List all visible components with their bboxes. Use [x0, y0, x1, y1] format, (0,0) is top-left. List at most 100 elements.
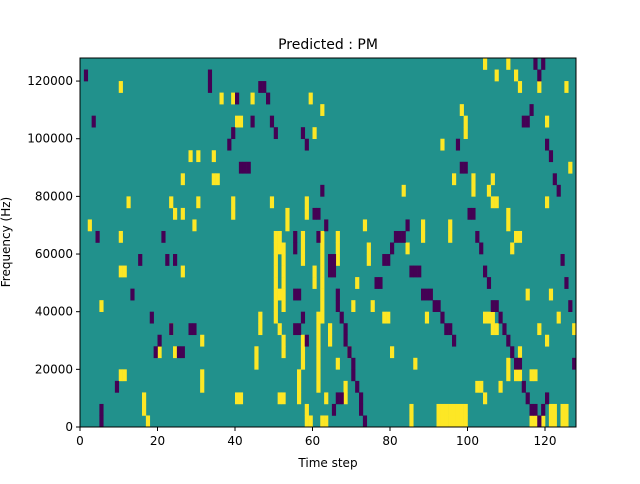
heatmap-cell-negative [320, 184, 325, 197]
heatmap-cell-positive [320, 277, 325, 289]
heatmap-cell-positive [335, 242, 340, 255]
heatmap-cell-negative [405, 219, 410, 232]
heatmap-cell-positive [297, 392, 302, 405]
heatmap-cell-positive [564, 403, 569, 416]
heatmap-cell-negative [572, 357, 577, 370]
heatmap-cell-negative [541, 403, 546, 416]
y-axis-label: Frequency (Hz) [0, 197, 13, 288]
heatmap-cell-negative [169, 323, 174, 336]
heatmap-cell-positive [273, 300, 278, 312]
heatmap-cell-negative [312, 207, 317, 220]
heatmap-cell-positive [517, 346, 523, 359]
heatmap-cell-positive [250, 92, 255, 105]
x-tick-label: 0 [76, 434, 84, 448]
heatmap-cell-negative [545, 392, 550, 405]
heatmap-cell-positive [448, 403, 453, 416]
heatmap-cell-positive [312, 127, 317, 140]
heatmap-cell-negative [397, 230, 402, 243]
heatmap-cell-negative [328, 265, 333, 278]
y-tick-label: 40000 [35, 305, 73, 319]
heatmap-cell-positive [529, 369, 534, 382]
heatmap-cell-positive [452, 173, 457, 186]
heatmap-cell-positive [231, 207, 236, 220]
heatmap-cell-positive [145, 415, 151, 428]
heatmap-cell-positive [494, 196, 499, 209]
heatmap-cell-positive [316, 357, 321, 370]
heatmap-cell-positive [254, 357, 259, 370]
y-tick-label: 60000 [35, 247, 73, 261]
heatmap-cell-negative [293, 242, 298, 255]
heatmap-cell-positive [304, 196, 309, 209]
heatmap-cell-positive [277, 242, 282, 255]
heatmap-cell-positive [444, 415, 449, 428]
heatmap-cell-positive [459, 403, 464, 416]
heatmap-cell-negative [138, 254, 143, 266]
heatmap-cell-positive [517, 369, 523, 382]
heatmap-cell-positive [281, 254, 286, 266]
heatmap-cell-positive [308, 415, 313, 428]
heatmap-cell-positive [324, 415, 329, 428]
heatmap-cell-negative [475, 230, 480, 243]
heatmap-cell-positive [180, 265, 185, 278]
heatmap-cell-negative [161, 230, 166, 243]
heatmap-cell-negative [490, 300, 495, 312]
heatmap-cell-positive [320, 242, 325, 255]
heatmap-cell-positive [211, 173, 216, 186]
heatmap-cell-negative [483, 265, 488, 278]
heatmap-cell-negative [498, 311, 503, 324]
heatmap-cell-negative [343, 334, 348, 347]
heatmap-cell-positive [366, 242, 371, 255]
heatmap-cell-positive [510, 242, 515, 255]
heatmap-cell-positive [300, 357, 306, 370]
heatmap-cell-positive [118, 265, 123, 278]
heatmap-cell-negative [440, 311, 445, 324]
heatmap-cell-negative [157, 334, 162, 347]
heatmap-cell-positive [273, 254, 278, 266]
heatmap-cell-positive [463, 403, 468, 416]
heatmap-cell-negative [393, 230, 399, 243]
heatmap-cell-positive [273, 277, 278, 289]
heatmap-cell-positive [273, 230, 278, 243]
heatmap-cell-positive [273, 311, 278, 324]
heatmap-cell-negative [293, 323, 298, 336]
heatmap-cell-positive [196, 150, 201, 163]
heatmap-cell-positive [87, 219, 92, 232]
heatmap-cell-negative [99, 403, 104, 416]
heatmap-cell-positive [448, 230, 453, 243]
heatmap-cell-negative [463, 161, 468, 174]
y-tick-label: 80000 [35, 189, 73, 203]
heatmap-cell-negative [401, 230, 406, 243]
heatmap-cell-positive [297, 380, 302, 393]
heatmap-cell-positive [235, 392, 240, 405]
heatmap-cell-negative [297, 288, 302, 301]
heatmap-cell-negative [297, 323, 302, 336]
heatmap-cell-positive [568, 161, 573, 174]
heatmap-cell-negative [91, 115, 96, 128]
heatmap-cell-negative [479, 242, 484, 255]
heatmap-cell-positive [533, 415, 538, 428]
heatmap-cell-negative [293, 288, 298, 301]
heatmap-cell-positive [316, 380, 321, 393]
heatmap-cell-negative [378, 277, 383, 289]
heatmap-cell-negative [231, 127, 236, 140]
heatmap-cell-positive [173, 346, 178, 359]
heatmap-cell-positive [118, 81, 123, 93]
heatmap-cell-positive [200, 369, 205, 382]
heatmap-cell-positive [231, 196, 236, 209]
heatmap-cell-positive [157, 346, 162, 359]
heatmap-cell-positive [490, 311, 495, 324]
heatmap-cell-positive [200, 334, 205, 347]
heatmap-cell-negative [316, 207, 321, 220]
heatmap-cell-positive [541, 415, 546, 428]
heatmap-cell-positive [572, 323, 577, 336]
heatmap-cell-negative [238, 161, 244, 174]
heatmap-cell-negative [242, 161, 247, 174]
heatmap-cell-negative [83, 69, 89, 82]
heatmap-cell-positive [517, 230, 523, 243]
heatmap-cell-positive [277, 323, 282, 336]
heatmap-cell-positive [552, 403, 557, 416]
heatmap-cell-positive [548, 403, 554, 416]
heatmap-cell-positive [122, 369, 127, 382]
